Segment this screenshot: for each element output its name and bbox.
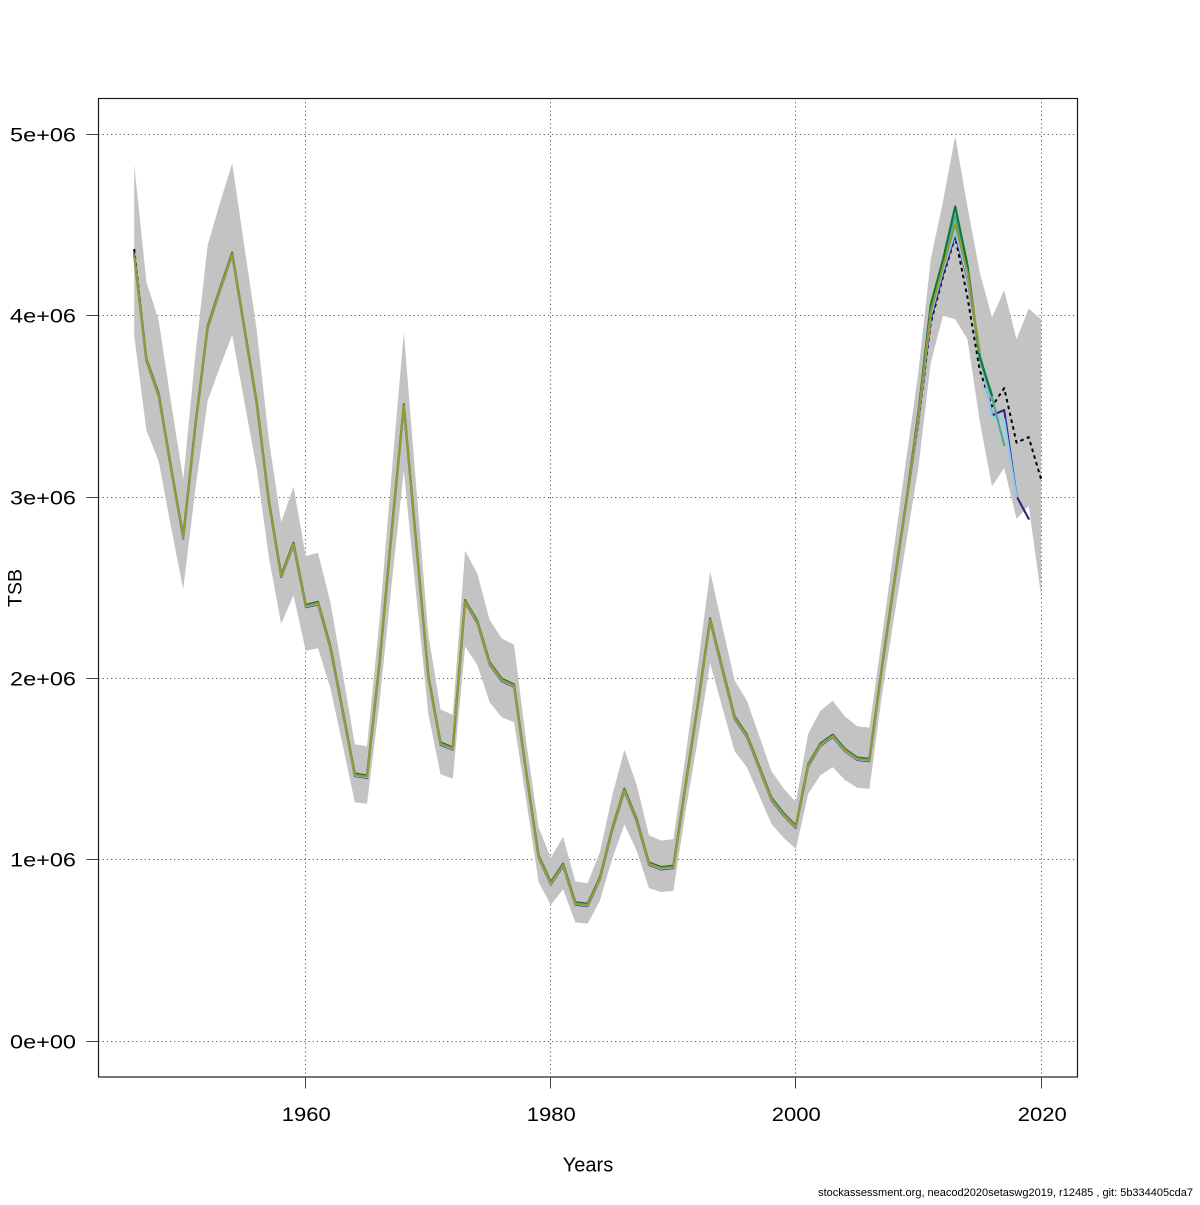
svg-text:4e+06: 4e+06 — [10, 306, 76, 327]
svg-text:1e+06: 1e+06 — [10, 850, 76, 871]
svg-text:3e+06: 3e+06 — [10, 488, 76, 509]
svg-text:Years: Years — [563, 1155, 613, 1177]
svg-text:TSB: TSB — [5, 569, 27, 607]
svg-text:0e+00: 0e+00 — [10, 1032, 76, 1053]
svg-text:stockassessment.org, neacod202: stockassessment.org, neacod2020setaswg20… — [818, 1187, 1193, 1199]
svg-text:2020: 2020 — [1018, 1105, 1067, 1126]
svg-text:1980: 1980 — [527, 1105, 576, 1126]
svg-text:5e+06: 5e+06 — [10, 125, 76, 146]
svg-text:1960: 1960 — [282, 1105, 331, 1126]
svg-text:2000: 2000 — [772, 1105, 821, 1126]
svg-text:2e+06: 2e+06 — [10, 669, 76, 690]
